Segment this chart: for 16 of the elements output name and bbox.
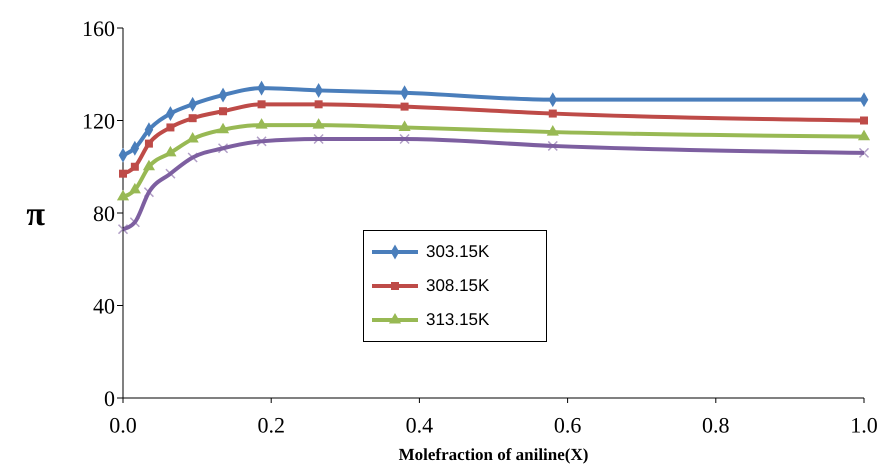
y-tick-label: 120 — [82, 108, 115, 134]
legend-label: 308.15K — [426, 276, 490, 296]
legend-label: 303.15K — [426, 242, 490, 262]
x-tick-label: 0.0 — [109, 412, 137, 438]
y-tick-label: 0 — [104, 386, 115, 411]
y-tick-label: 40 — [93, 293, 115, 318]
x-axis-title: Molefraction of aniline(X) — [398, 445, 588, 464]
y-axis-title: π — [26, 196, 46, 234]
x-tick-label: 0.2 — [257, 412, 285, 438]
y-tick-label: 80 — [93, 200, 115, 226]
y-tick-label: 160 — [82, 16, 115, 41]
x-tick-label: 0.4 — [406, 412, 434, 438]
legend-label: 313.15K — [426, 310, 490, 330]
x-tick-label: 0.6 — [554, 412, 582, 438]
x-tick-label: 1.0 — [850, 412, 878, 438]
x-tick-label: 0.8 — [702, 412, 730, 438]
